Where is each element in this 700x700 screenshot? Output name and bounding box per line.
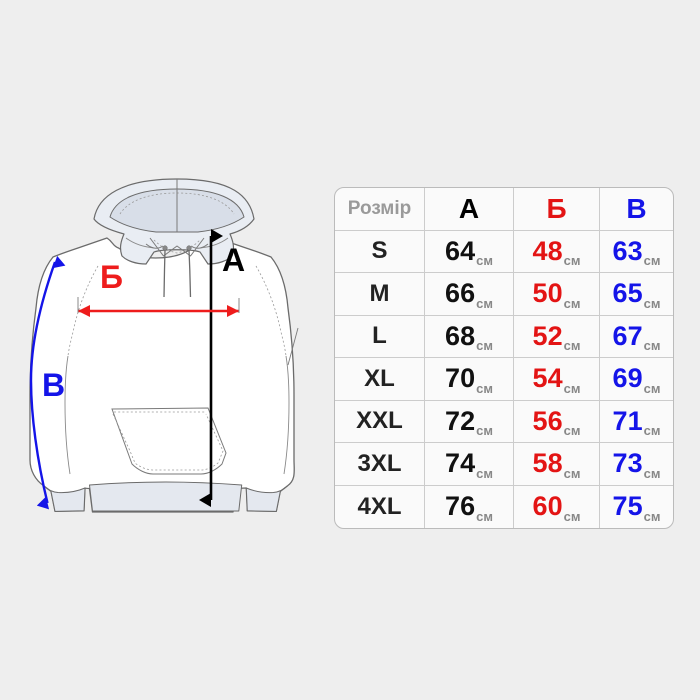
svg-text:A: A <box>222 242 245 278</box>
svg-text:Б: Б <box>100 259 123 295</box>
svg-text:В: В <box>42 367 65 403</box>
